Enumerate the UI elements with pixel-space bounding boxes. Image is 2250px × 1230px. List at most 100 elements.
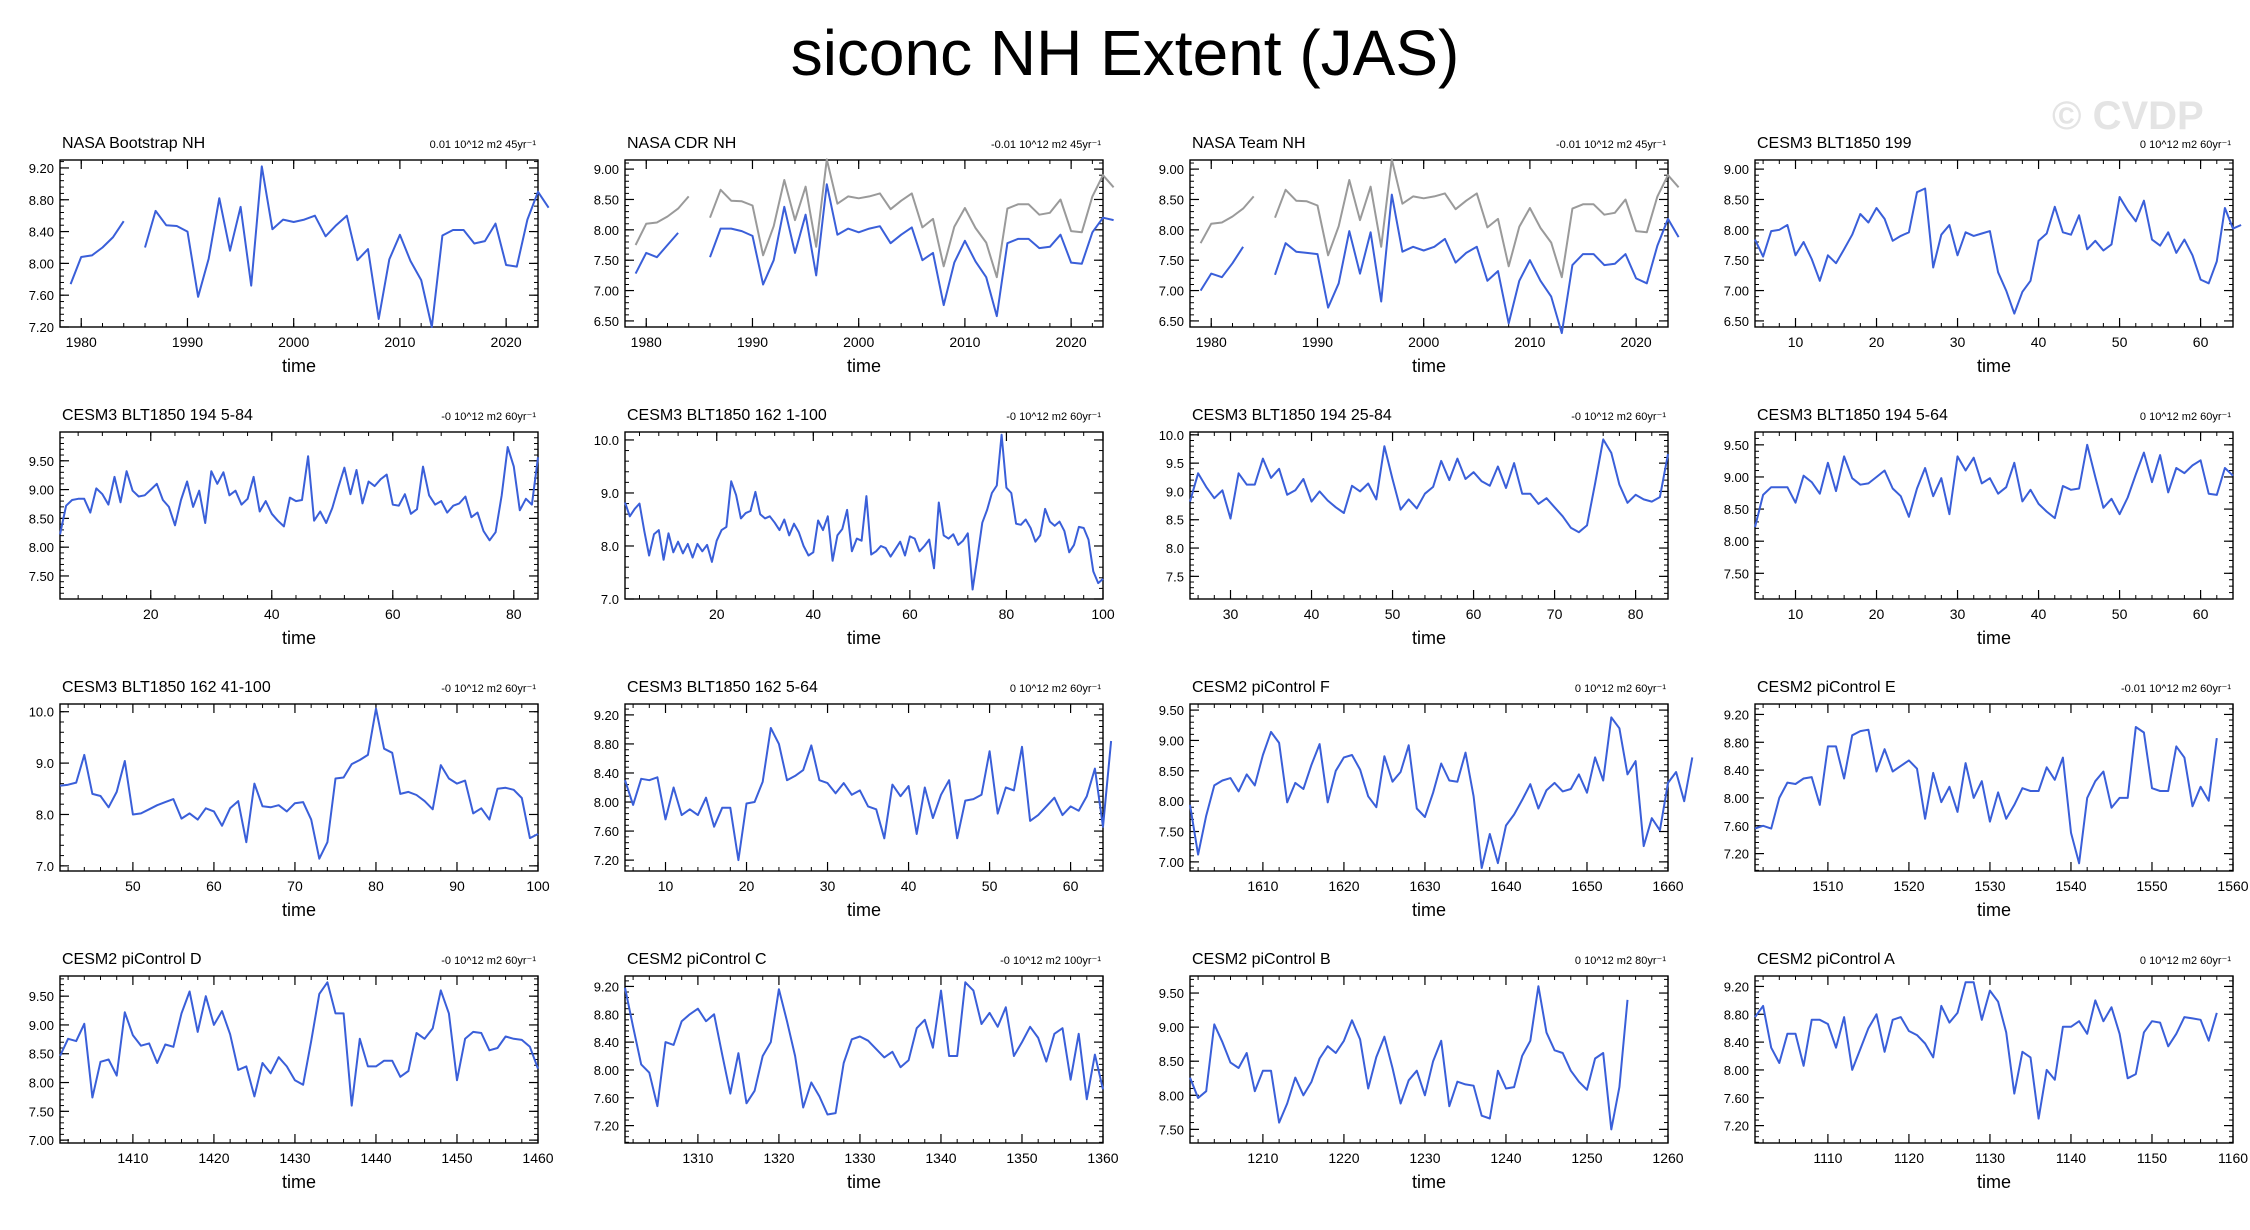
- panel-5: CESM3 BLT1850 194 5-84 -0 10^12 m2 60yr⁻¹…: [29, 407, 539, 648]
- y-tick-label: 7.50: [29, 1104, 54, 1119]
- x-tick-label: 1990: [737, 334, 768, 350]
- panel-title: NASA Bootstrap NH: [62, 135, 205, 152]
- y-tick-label: 7.50: [594, 253, 619, 268]
- panel-title: CESM3 BLT1850 194 5-84: [62, 407, 253, 424]
- series-line-2: [634, 183, 1114, 318]
- y-tick-label: 7.00: [1724, 284, 1749, 299]
- x-tick-label: 1110: [1813, 1150, 1842, 1166]
- panel-title: CESM3 BLT1850 162 41-100: [62, 679, 271, 696]
- panel-title: CESM2 piControl D: [62, 951, 202, 968]
- y-tick-label: 7.50: [29, 569, 54, 584]
- x-tick-label: 1120: [1894, 1150, 1924, 1166]
- x-tick-label: 80: [506, 606, 522, 622]
- series-line-1: [624, 433, 1104, 591]
- plot-frame: [624, 703, 1104, 872]
- trend-label: 0 10^12 m2 60yr⁻¹: [2140, 955, 2231, 967]
- panel-title: NASA CDR NH: [627, 135, 736, 152]
- x-tick-label: 1460: [522, 1150, 553, 1166]
- x-tick-label: 1990: [1302, 334, 1333, 350]
- plot-frame: [1189, 975, 1669, 1144]
- y-tick-label: 7.60: [594, 1091, 619, 1106]
- y-tick-label: 9.0: [1166, 484, 1184, 499]
- x-tick-label: 50: [125, 878, 141, 894]
- x-tick-label: 10: [1788, 334, 1804, 350]
- x-tick-label: 60: [385, 606, 401, 622]
- trend-label: 0.01 10^12 m2 45yr⁻¹: [430, 139, 537, 151]
- panel-8: CESM3 BLT1850 194 5-64 0 10^12 m2 60yr⁻¹ 1…: [1724, 407, 2234, 648]
- x-tick-label: 40: [1304, 606, 1320, 622]
- y-tick-label: 8.50: [1159, 1054, 1184, 1069]
- trend-label: -0 10^12 m2 60yr⁻¹: [441, 683, 536, 695]
- x-tick-label: 2020: [491, 334, 522, 350]
- x-axis-label: time: [282, 356, 316, 376]
- series-line-1: [1189, 985, 1629, 1131]
- panel-title: CESM2 piControl E: [1757, 679, 1896, 696]
- x-tick-label: 50: [1385, 606, 1401, 622]
- x-tick-label: 2010: [1514, 334, 1545, 350]
- series-line-1: [59, 707, 539, 860]
- x-tick-label: 10: [658, 878, 674, 894]
- plot-frame: [59, 431, 539, 600]
- y-tick-label: 9.50: [1159, 703, 1184, 718]
- x-tick-label: 60: [902, 606, 918, 622]
- y-tick-label: 7.50: [1159, 825, 1184, 840]
- plot-frame: [624, 159, 1104, 328]
- y-tick-label: 8.00: [1724, 791, 1749, 806]
- y-tick-label: 7.00: [594, 284, 619, 299]
- trend-label: -0.01 10^12 m2 60yr⁻¹: [2121, 683, 2231, 695]
- y-tick-label: 9.5: [1166, 456, 1184, 471]
- y-tick-label: 8.0: [36, 807, 54, 822]
- y-tick-label: 7.20: [1724, 1119, 1749, 1134]
- x-tick-label: 40: [901, 878, 917, 894]
- x-tick-label: 60: [206, 878, 222, 894]
- panel-15: CESM2 piControl B 0 10^12 m2 80yr⁻¹ 1210 12…: [1159, 951, 1684, 1192]
- y-tick-label: 7.20: [29, 320, 54, 335]
- y-tick-label: 7.20: [1724, 847, 1749, 862]
- y-tick-label: 9.00: [594, 162, 619, 177]
- x-tick-label: 70: [1547, 606, 1563, 622]
- x-tick-label: 1330: [844, 1150, 875, 1166]
- x-axis-label: time: [847, 900, 881, 920]
- plot-frame: [59, 703, 539, 872]
- y-tick-label: 8.80: [594, 1007, 619, 1022]
- y-tick-label: 8.00: [1159, 1088, 1184, 1103]
- y-tick-label: 8.80: [1724, 735, 1749, 750]
- y-tick-label: 8.00: [594, 223, 619, 238]
- x-tick-label: 20: [143, 606, 159, 622]
- y-tick-label: 8.50: [29, 511, 54, 526]
- y-tick-label: 9.00: [1159, 733, 1184, 748]
- y-tick-label: 8.00: [594, 795, 619, 810]
- y-tick-label: 7.00: [29, 1133, 54, 1148]
- trend-label: 0 10^12 m2 60yr⁻¹: [2140, 411, 2231, 423]
- x-tick-label: 60: [2193, 334, 2209, 350]
- y-tick-label: 6.50: [594, 314, 619, 329]
- y-tick-label: 7.50: [1159, 1122, 1184, 1137]
- x-tick-label: 1440: [360, 1150, 391, 1166]
- x-tick-label: 30: [1223, 606, 1239, 622]
- panel-14: CESM2 piControl C -0 10^12 m2 100yr⁻¹ 1310…: [594, 951, 1119, 1192]
- plot-frame: [1754, 975, 2234, 1144]
- y-tick-label: 8.00: [29, 540, 54, 555]
- x-tick-label: 2000: [1408, 334, 1439, 350]
- panel-11: CESM2 piControl F 0 10^12 m2 60yr⁻¹ 1610 16…: [1159, 679, 1694, 920]
- y-tick-label: 8.50: [1724, 192, 1749, 207]
- series-line-1: [59, 981, 539, 1107]
- panel-title: CESM2 piControl A: [1757, 951, 1895, 968]
- x-tick-label: 50: [2112, 334, 2128, 350]
- panel-title: CESM3 BLT1850 199: [1757, 135, 1912, 152]
- trend-label: 0 10^12 m2 60yr⁻¹: [2140, 139, 2231, 151]
- x-tick-label: 1540: [2055, 878, 2086, 894]
- x-tick-label: 30: [1950, 334, 1966, 350]
- panel-9: CESM3 BLT1850 162 41-100 -0 10^12 m2 60yr…: [29, 679, 550, 920]
- x-tick-label: 2000: [278, 334, 309, 350]
- y-tick-label: 8.50: [1724, 502, 1749, 517]
- y-tick-label: 8.40: [594, 1035, 619, 1050]
- panel-2: NASA CDR NH -0.01 10^12 m2 45yr⁻¹ 1980 1990…: [594, 135, 1115, 376]
- x-tick-label: 1340: [925, 1150, 956, 1166]
- y-tick-label: 6.50: [1159, 314, 1184, 329]
- series-line-1: [1189, 438, 1669, 534]
- y-tick-label: 8.00: [594, 1063, 619, 1078]
- series-line-1: [1199, 158, 1680, 279]
- x-tick-label: 1550: [2136, 878, 2167, 894]
- y-tick-label: 7.50: [1159, 253, 1184, 268]
